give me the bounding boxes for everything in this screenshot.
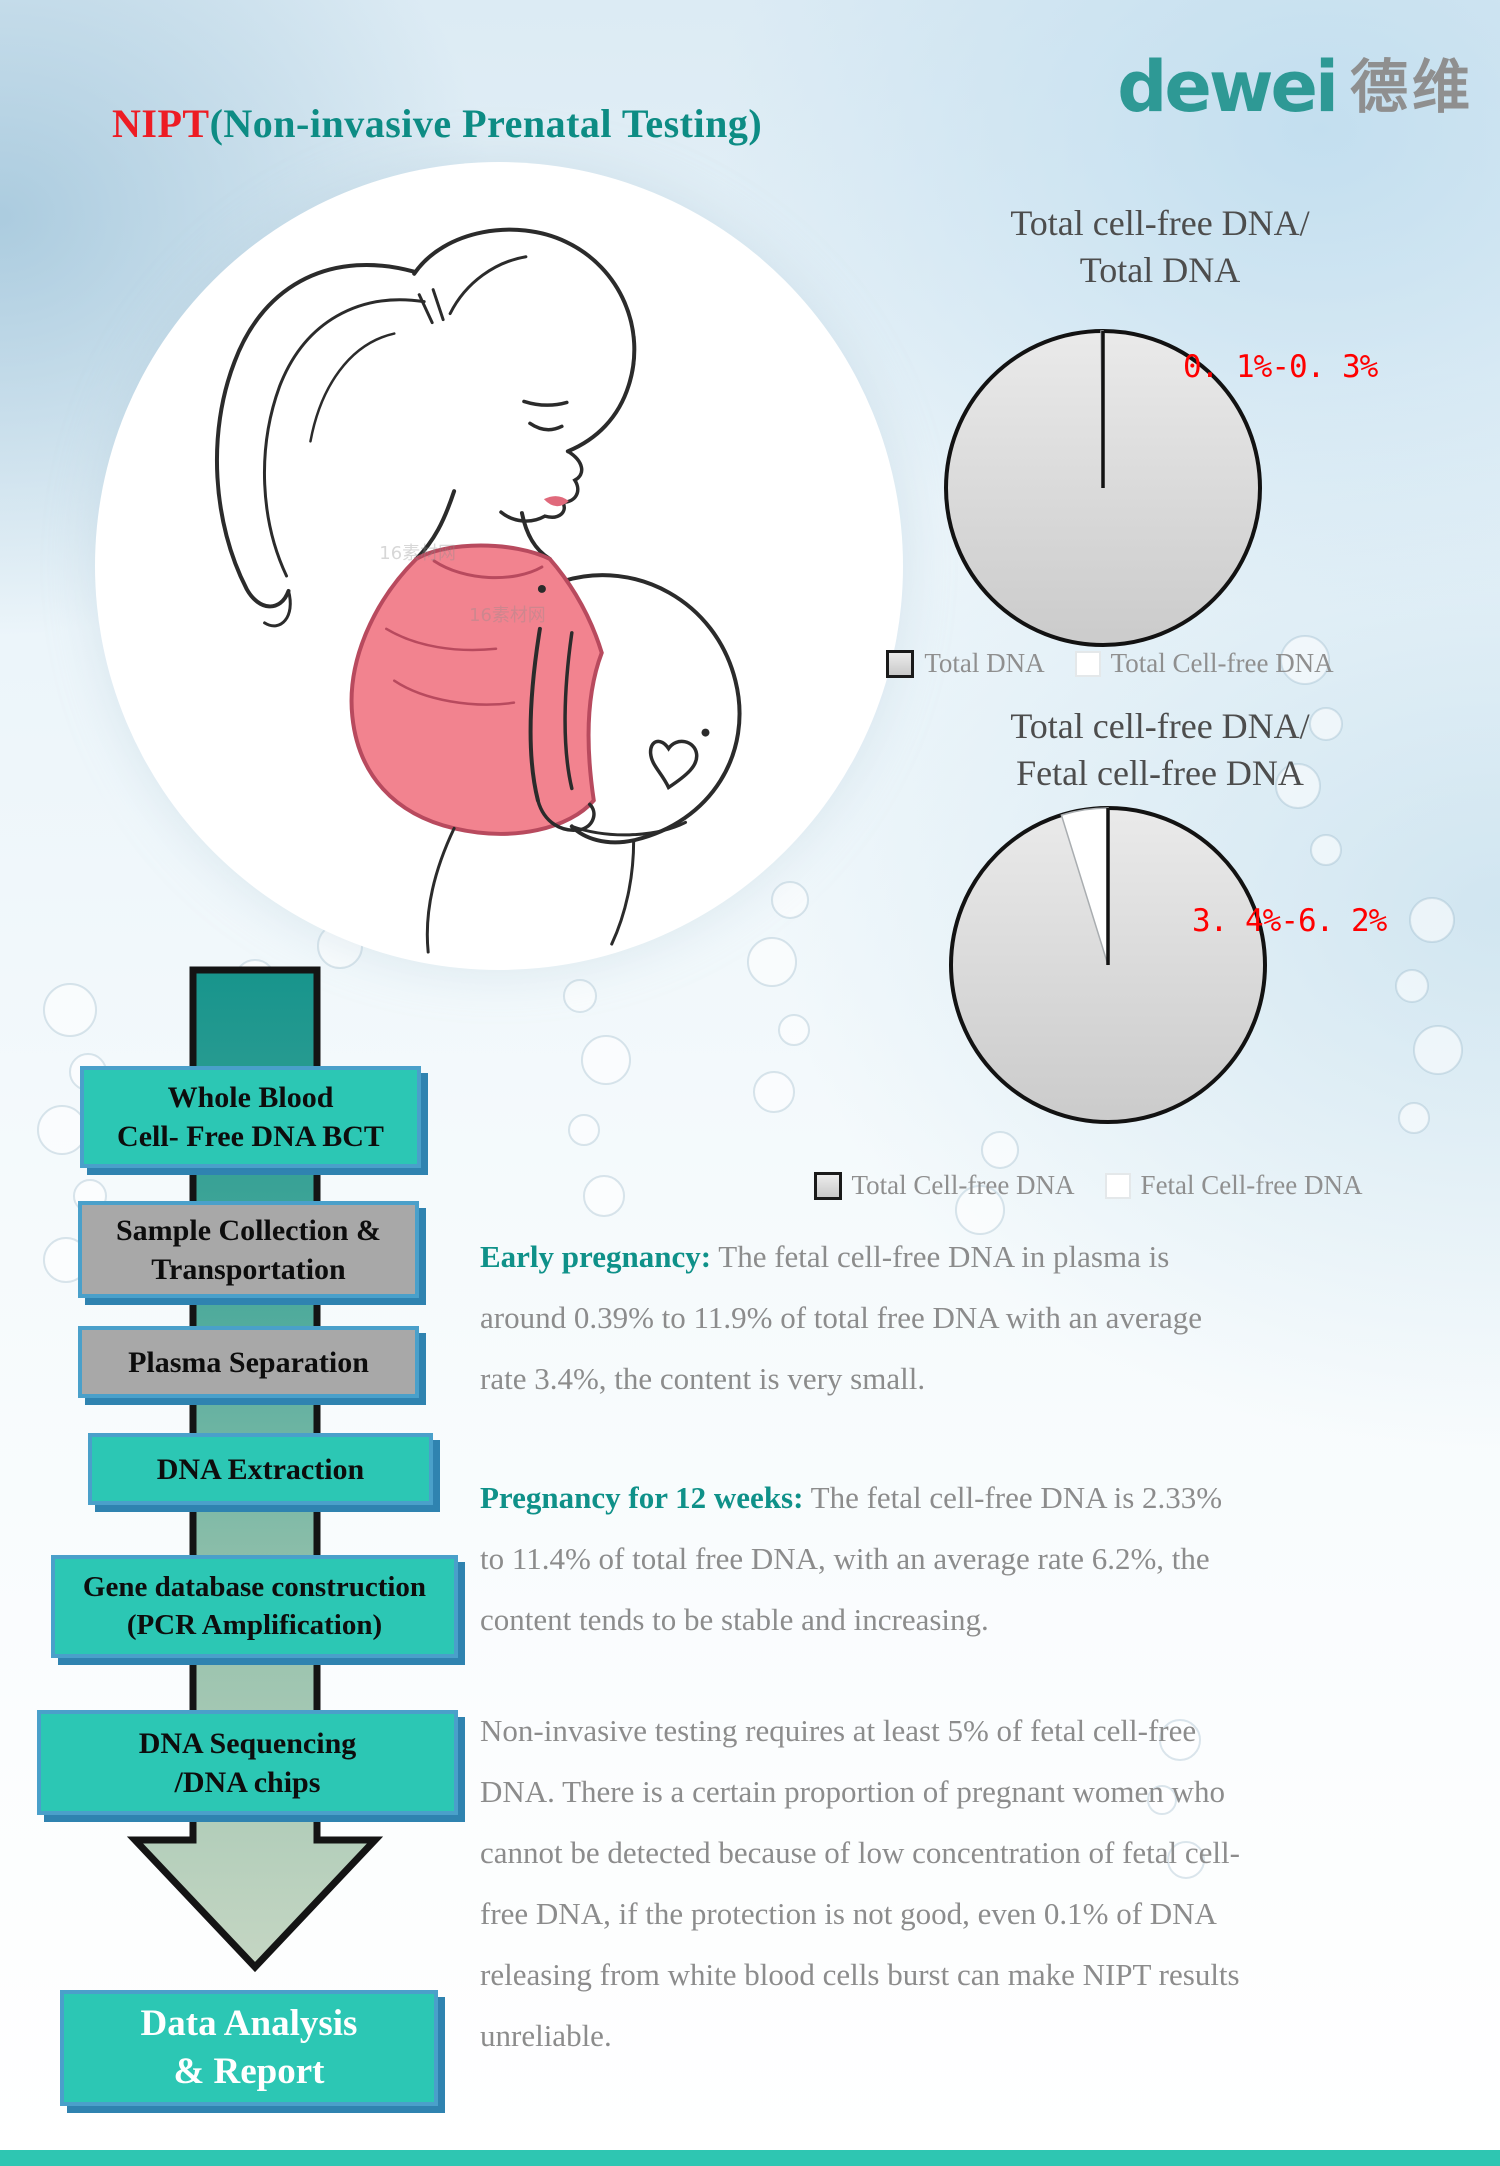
- flow-step-plasma-separation: Plasma Separation: [78, 1326, 419, 1398]
- head: [412, 227, 637, 523]
- page-title-subtitle: (Non-invasive Prenatal Testing): [209, 101, 763, 146]
- legend-label: Fetal Cell-free DNA: [1140, 1170, 1363, 1200]
- flow-step-data-analysis: Data Analysis & Report: [60, 1990, 438, 2106]
- ponytail-hair: [214, 263, 445, 628]
- logo-chinese-text: 德维: [1349, 53, 1474, 121]
- pink-top: [349, 543, 604, 836]
- flow-step-dna-sequencing: DNA Sequencing /DNA chips: [37, 1710, 458, 1815]
- belly: [561, 573, 742, 845]
- pie2-annotation: 3. 4%-6. 2%: [1192, 903, 1387, 939]
- flow-step-sample-collection: Sample Collection & Transportation: [78, 1201, 419, 1298]
- heart-icon: [648, 739, 699, 791]
- flow-step-dna-extraction: DNA Extraction: [88, 1433, 433, 1505]
- legend-swatch-white: [1104, 1172, 1131, 1199]
- neck-back-line: [414, 489, 457, 562]
- chest-dot: [537, 584, 546, 593]
- pie-chart-fetal-dna: [949, 806, 1267, 1124]
- paragraph-text: The fetal cell-free DNA is 2.33% to 11.4…: [480, 1480, 1223, 1637]
- legend-label: Total Cell-free DNA: [1110, 648, 1334, 678]
- pie1-title: Total cell-free DNA/ Total DNA: [1010, 203, 1310, 290]
- legend-item: Total Cell-free DNA: [813, 1170, 1075, 1201]
- pie1-legend: Total DNA Total Cell-free DNA: [830, 648, 1390, 679]
- paragraph-text: Non-invasive testing requires at least 5…: [480, 1713, 1240, 2053]
- pregnant-woman-illustration: 16素材网 16素材网: [95, 162, 903, 970]
- paragraph-early-pregnancy: Early pregnancy: The fetal cell-free DNA…: [480, 1226, 1465, 1409]
- pie1-annotation: 0. 1%-0. 3%: [1183, 349, 1378, 385]
- legend-item: Fetal Cell-free DNA: [1104, 1170, 1363, 1201]
- arm: [528, 626, 596, 832]
- legend-label: Total DNA: [924, 648, 1045, 678]
- legend-item: Total Cell-free DNA: [1074, 648, 1334, 679]
- legend-swatch-white: [1074, 650, 1101, 677]
- belly-dot: [701, 728, 710, 737]
- skirt-line-left: [425, 826, 456, 954]
- legend-item: Total DNA: [886, 648, 1045, 679]
- paragraph-text: The fetal cell-free DNA in plasma is aro…: [480, 1239, 1202, 1396]
- skirt-line-right: [610, 838, 636, 946]
- watermark-text: 16素材网: [379, 543, 456, 564]
- pie2-legend: Total Cell-free DNA Fetal Cell-free DNA: [808, 1170, 1368, 1201]
- paragraph-lead: Early pregnancy:: [480, 1239, 712, 1274]
- dewei-logo: dewei 德维: [1117, 52, 1474, 122]
- paragraph-lead: Pregnancy for 12 weeks:: [480, 1480, 804, 1515]
- watermark-text: 16素材网: [469, 605, 546, 626]
- page-title: NIPT(Non-invasive Prenatal Testing): [112, 100, 762, 147]
- footer-bar: [0, 2150, 1500, 2166]
- lips: [543, 496, 569, 507]
- legend-swatch-gray: [813, 1171, 842, 1200]
- flow-step-whole-blood: Whole Blood Cell- Free DNA BCT: [80, 1066, 421, 1168]
- logo-latin-text: dewei: [1117, 46, 1339, 128]
- pie2-title: Total cell-free DNA/ Fetal cell-free DNA: [1010, 706, 1310, 793]
- flow-step-gene-database: Gene database construction (PCR Amplific…: [51, 1555, 458, 1658]
- pie-chart-total-dna: [944, 329, 1262, 647]
- paragraph-12-weeks: Pregnancy for 12 weeks: The fetal cell-f…: [480, 1467, 1465, 1650]
- legend-swatch-gray: [886, 649, 915, 678]
- page-title-nipt: NIPT: [112, 101, 210, 146]
- legend-label: Total Cell-free DNA: [851, 1170, 1075, 1200]
- paragraph-noninvasive-requirements: Non-invasive testing requires at least 5…: [480, 1700, 1465, 2066]
